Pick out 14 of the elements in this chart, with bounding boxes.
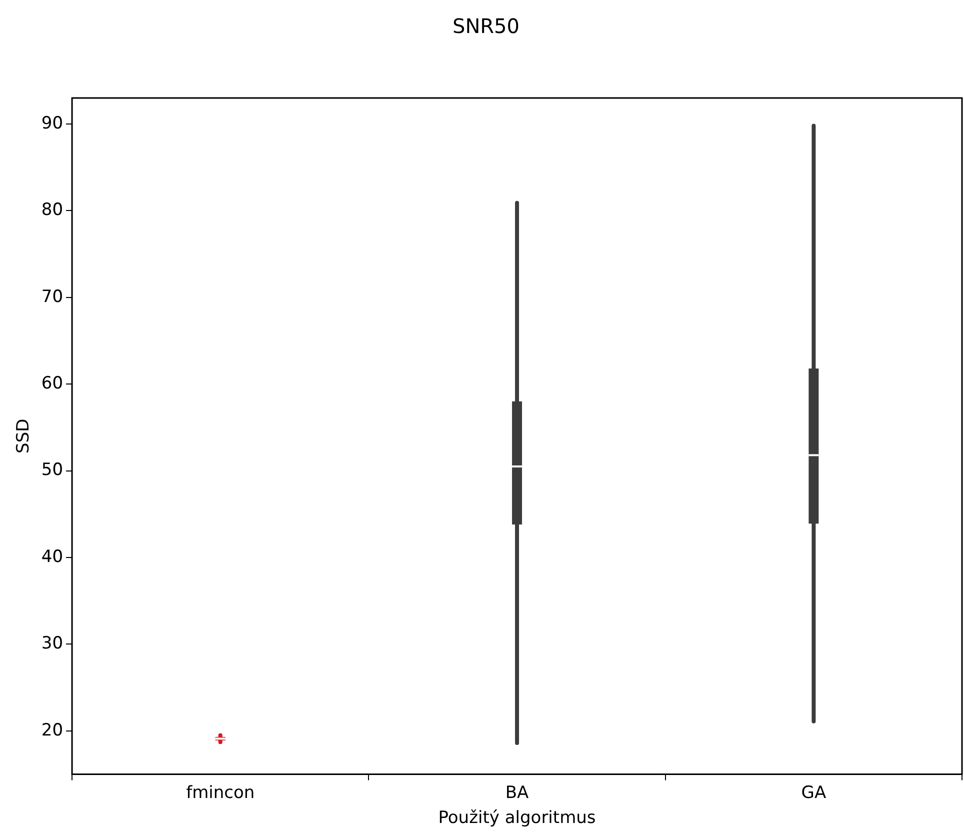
y-tick-label: 70	[41, 286, 64, 307]
y-tick-label: 40	[41, 546, 64, 567]
x-tick-label: fmincon	[186, 782, 255, 803]
y-tick-label: 20	[41, 720, 64, 740]
y-tick-label: 60	[41, 374, 64, 394]
y-tick-label: 80	[41, 200, 64, 220]
y-axis-title: SSD	[14, 418, 34, 454]
chart-title: SNR50	[452, 14, 520, 38]
x-tick-label: BA	[505, 782, 530, 803]
y-tick-label: 50	[41, 460, 64, 480]
y-tick-label: 30	[41, 634, 64, 654]
y-tick-label: 90	[41, 113, 64, 134]
x-tick-label: GA	[801, 782, 826, 803]
x-axis-title: Použitý algoritmus	[438, 808, 596, 828]
